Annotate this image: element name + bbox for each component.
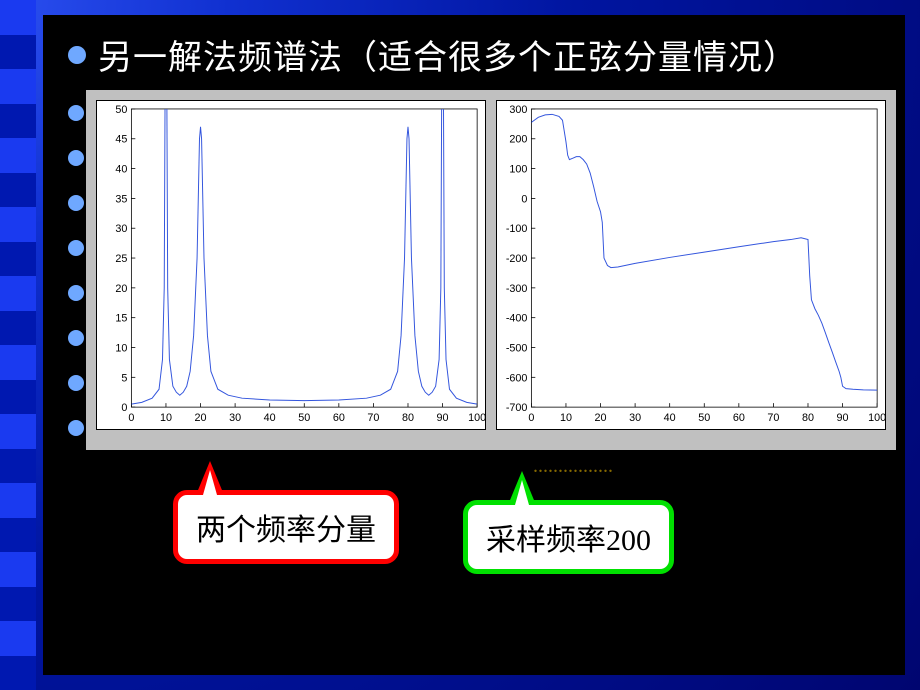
svg-text:70: 70 [767, 412, 779, 424]
callout-text: 两个频率分量 [196, 514, 376, 547]
svg-text:90: 90 [837, 412, 849, 424]
svg-text:-400: -400 [506, 313, 528, 325]
bullet-icon [68, 240, 84, 256]
magnitude-chart: 0 10 20 30 40 50 60 70 80 90 100 0 5 10 15 20 25 30 35 40 45… [96, 100, 486, 430]
svg-text:0: 0 [121, 402, 127, 414]
svg-text:15: 15 [115, 313, 127, 325]
svg-text:20: 20 [115, 283, 127, 295]
svg-text:90: 90 [437, 412, 449, 424]
svg-text:200: 200 [509, 134, 527, 146]
svg-text:20: 20 [595, 412, 607, 424]
svg-text:100: 100 [509, 164, 527, 176]
svg-text:50: 50 [698, 412, 710, 424]
callout-text: 采样频率200 [486, 524, 651, 557]
svg-text:-700: -700 [506, 402, 528, 414]
svg-text:0: 0 [528, 412, 534, 424]
svg-text:-600: -600 [506, 372, 528, 384]
svg-text:-300: -300 [506, 283, 528, 295]
svg-text:50: 50 [298, 412, 310, 424]
svg-text:35: 35 [115, 193, 127, 205]
callout-frequency-components: 两个频率分量 [173, 490, 399, 564]
svg-text:60: 60 [333, 412, 345, 424]
svg-text:-500: -500 [506, 342, 528, 354]
obscured-text: ................ [533, 455, 613, 478]
svg-text:5: 5 [121, 372, 127, 384]
svg-text:30: 30 [115, 223, 127, 235]
svg-text:300: 300 [509, 104, 527, 116]
callout-tail-icon [196, 461, 224, 495]
svg-text:60: 60 [733, 412, 745, 424]
svg-text:100: 100 [868, 412, 885, 424]
svg-text:10: 10 [115, 342, 127, 354]
svg-text:25: 25 [115, 253, 127, 265]
svg-text:20: 20 [195, 412, 207, 424]
callout-sampling-rate: 采样频率200 [463, 500, 674, 574]
svg-text:45: 45 [115, 134, 127, 146]
svg-text:-100: -100 [506, 223, 528, 235]
bullet-icon [68, 375, 84, 391]
svg-text:50: 50 [115, 104, 127, 116]
svg-text:80: 80 [802, 412, 814, 424]
bullet-icon [68, 195, 84, 211]
svg-text:10: 10 [160, 412, 172, 424]
svg-text:-200: -200 [506, 253, 528, 265]
title-row: 另一解法频谱法（适合很多个正弦分量情况） [68, 30, 798, 79]
bullet-icon [68, 105, 84, 121]
svg-text:40: 40 [264, 412, 276, 424]
svg-text:70: 70 [367, 412, 379, 424]
svg-text:40: 40 [115, 164, 127, 176]
svg-text:10: 10 [560, 412, 572, 424]
svg-text:0: 0 [128, 412, 134, 424]
bullet-icon [68, 285, 84, 301]
bullet-column [68, 105, 84, 465]
svg-text:0: 0 [521, 193, 527, 205]
svg-text:80: 80 [402, 412, 414, 424]
stripe-decoration [0, 0, 36, 690]
bullet-icon [68, 150, 84, 166]
content-panel: 另一解法频谱法（适合很多个正弦分量情况） 0102030405060708090… [43, 15, 905, 675]
bullet-icon [68, 330, 84, 346]
slide-title: 另一解法频谱法（适合很多个正弦分量情况） [98, 30, 798, 79]
bullet-icon [68, 46, 86, 64]
chart-panel: 0102030405060708090100051015202530354045… [86, 90, 896, 450]
phase-chart: 0 10 20 30 40 50 60 70 80 90 100 -700 -600 -500 -400 -3… [496, 100, 886, 430]
svg-text:30: 30 [229, 412, 241, 424]
slide: 另一解法频谱法（适合很多个正弦分量情况） 0102030405060708090… [0, 0, 920, 690]
svg-text:30: 30 [629, 412, 641, 424]
bullet-icon [68, 420, 84, 436]
svg-text:100: 100 [468, 412, 485, 424]
callout-tail-icon [508, 471, 536, 505]
svg-text:40: 40 [664, 412, 676, 424]
